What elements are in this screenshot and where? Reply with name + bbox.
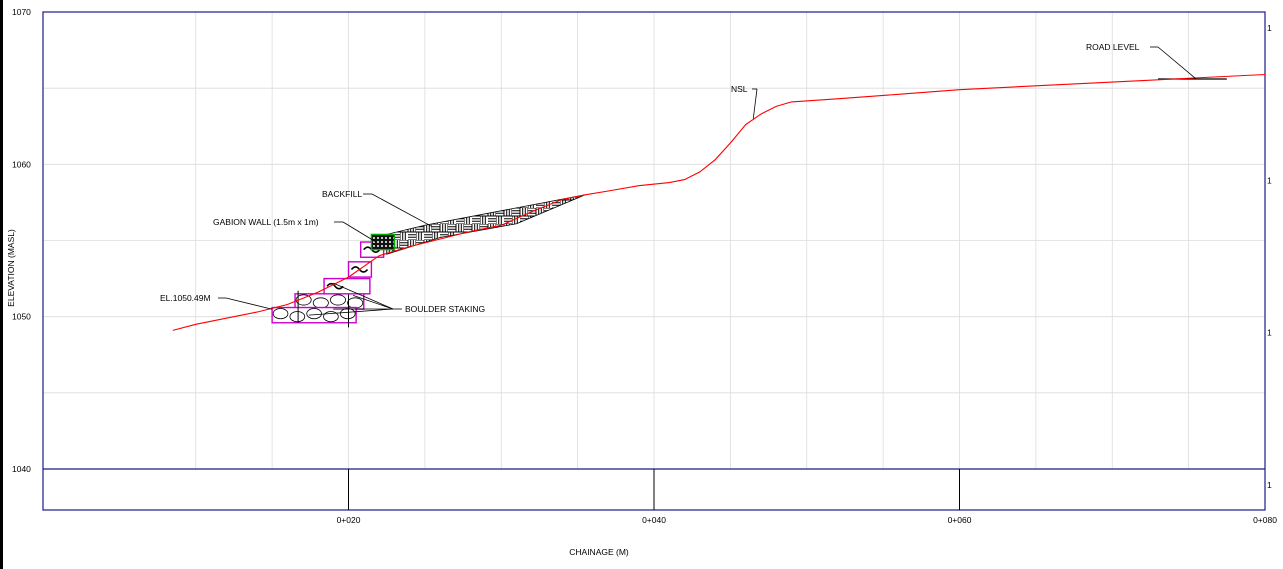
leader-line [1157,46,1197,80]
right-tick-label: 1 [1267,23,1272,33]
leader-line [371,193,433,228]
boulder [339,308,356,320]
axis-labels: CHAINAGE (M) ELEVATION (MASL) [6,229,629,557]
annotation-label: NSL [731,84,748,94]
annotation-label: BOULDER STAKING [405,304,485,314]
leader-line [225,297,273,310]
grid [43,12,1265,469]
y-tick-label: 1040 [12,464,31,474]
y-tick-label: 1070 [12,7,31,17]
annotations: ROAD LEVEL NSL BACKFILL GABION WALL (1.5m x… [160,42,1197,316]
x-tick-label: 0+060 [948,515,972,525]
leader-line [308,308,394,316]
axes: 0+020 0+040 0+060 0+080 1040 1 1050 1 1060 1 1070 1 [12,7,1277,525]
x-tick-label: 0+080 [1253,515,1277,525]
leader-line [333,282,394,310]
annotation-label: BACKFILL [322,189,362,199]
boulder [330,294,346,306]
x-tick-label: 0+040 [642,515,666,525]
gabion-wall [370,233,396,251]
leader-line [752,88,758,119]
boulder-staking-box [294,293,365,310]
x-axis-title: CHAINAGE (M) [569,547,629,557]
boulder [306,308,322,320]
boulder [323,311,339,323]
gabion-fill-mark [326,282,344,290]
right-tick-label: 1 [1267,328,1272,338]
boulder [295,294,312,306]
annotation-label: EL.1050.49M [160,293,211,303]
structures [271,78,1227,328]
left-border-line [0,0,3,569]
y-tick-label: 1060 [12,159,31,169]
right-tick-label: 1 [1267,175,1272,185]
right-tick-label: 1 [1267,480,1272,490]
x-tick-label: 0+020 [337,515,361,525]
annotation-label: GABION WALL (1.5m x 1m) [213,217,319,227]
ground-profile [172,73,1266,331]
annotation-label: ROAD LEVEL [1086,42,1140,52]
y-axis-title: ELEVATION (MASL) [6,229,16,307]
leader-line [352,294,394,310]
boulder [289,311,306,323]
nsl-line [172,73,1266,331]
y-tick-label: 1050 [12,312,31,322]
leader-line [342,221,377,243]
gabion-box [323,277,371,295]
boulder [272,308,289,320]
